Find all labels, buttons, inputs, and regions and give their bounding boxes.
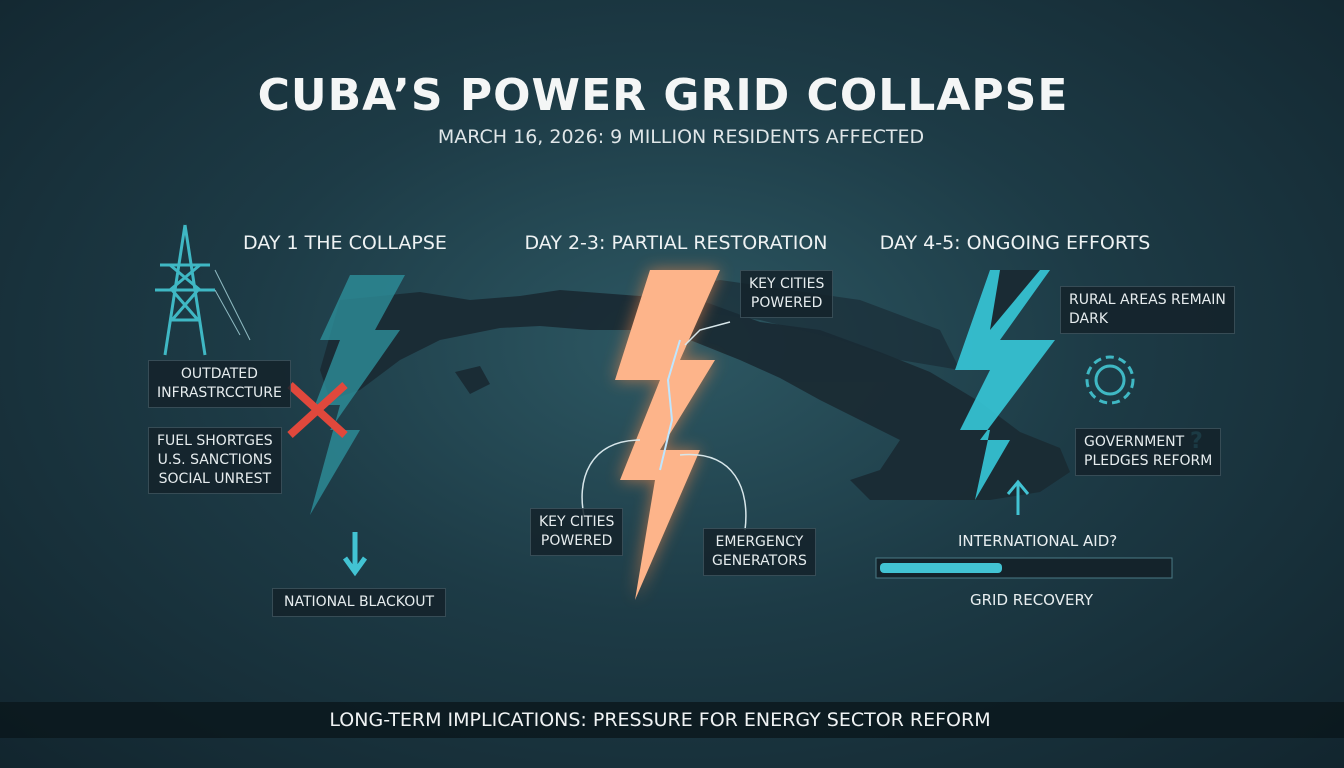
footer: LONG-TERM IMPLICATIONS: PRESSURE FOR ENE… [329,709,991,731]
label: NATIONAL BLACKOUT [283,594,435,610]
bolt [955,270,1055,500]
label: INFRASTRCCTURE [157,385,282,401]
progress-label: GRID RECOVERY [970,591,1094,609]
label: KEY CITIES [539,514,615,530]
label: POWERED [540,533,613,549]
callout: EMERGENCY GENERATORS [703,528,816,576]
outcome-box: NATIONAL BLACKOUT [272,588,446,617]
title: CUBA’S POWER GRID COLLAPSE [257,70,1069,121]
connector [581,439,747,531]
cause-box: OUTDATED INFRASTRCCTURE [148,360,291,408]
bolt [310,275,405,515]
label: GOVERNMENT [1084,434,1185,450]
stage-heading: DAY 4-5: ONGOING EFFORTS [879,232,1151,254]
power-tower [155,224,251,356]
arrow-down [342,532,368,577]
label: KEY CITIES [749,276,825,292]
label: PLEDGES REFORM [1084,453,1213,469]
stage-heading: DAY 2-3: PARTIAL RESTORATION [524,232,828,254]
callout: KEY CITIES POWERED [740,270,834,318]
label: SOCIAL UNREST [158,471,272,487]
label: FUEL SHORTGES [157,433,273,449]
callout: KEY CITIES POWERED [530,508,624,556]
progress-fill [880,563,1002,573]
cause-box: FUEL SHORTGES U.S. SANCTIONS SOCIAL UNRE… [148,427,282,494]
subtitle: MARCH 16, 2026: 9 MILLION RESIDENTS AFFE… [437,126,925,148]
arrow-up [1006,479,1030,515]
label: EMERGENCY [715,534,804,550]
label: GENERATORS [712,553,807,569]
aid-label: INTERNATIONAL AID? [958,532,1118,550]
label: RURAL AREAS REMAIN [1069,292,1226,308]
callout: RURAL AREAS REMAIN DARK [1060,286,1235,334]
gear [1085,355,1135,405]
red-x [287,382,348,438]
label: OUTDATED [180,366,258,382]
label: U.S. SANCTIONS [157,452,273,468]
spark [659,339,681,471]
label: DARK [1069,311,1109,327]
footer-band [0,702,1344,738]
label: POWERED [750,295,823,311]
stage-heading: DAY 1 THE COLLAPSE [243,232,447,254]
callout: GOVERNMENT PLEDGES REFORM [1075,428,1222,476]
